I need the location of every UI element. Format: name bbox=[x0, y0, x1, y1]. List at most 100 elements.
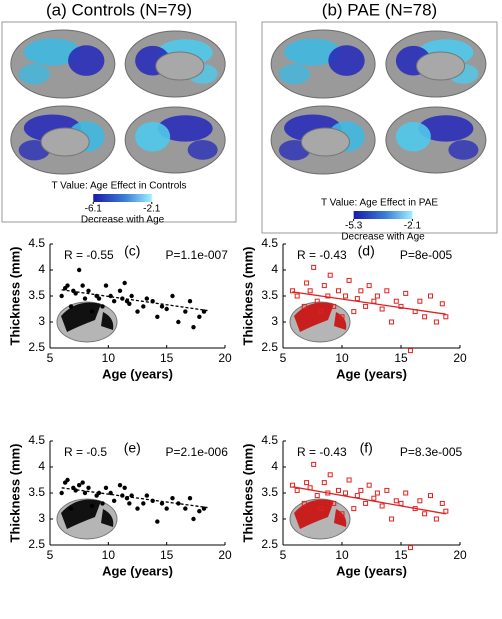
scatter-panel: 2.5 3 3.5 4 4.5 5 10 15 20 Age (years) Thickness (… bbox=[240, 433, 467, 578]
panel-label: (c) bbox=[124, 243, 140, 259]
data-point bbox=[346, 477, 352, 483]
colorbar-tick-label: -2.1 bbox=[143, 204, 161, 215]
y-tick-label: 4.5 bbox=[261, 433, 278, 447]
x-axis-label: Age (years) bbox=[102, 366, 173, 381]
scatter-panel: 2.5 3 3.5 4 4.5 5 10 15 20 Age (years) Thickness (… bbox=[7, 433, 232, 578]
data-point bbox=[59, 490, 64, 496]
data-point bbox=[82, 490, 88, 496]
y-tick-label: 2.5 bbox=[28, 537, 45, 551]
x-tick-label: 15 bbox=[394, 351, 408, 365]
data-point bbox=[389, 319, 395, 325]
inset-region bbox=[294, 499, 334, 529]
brain-panel: (b) PAE (N=78) T Value: Age Effect in PAE… bbox=[261, 0, 498, 243]
r-annotation: R = -0.5 bbox=[64, 445, 107, 459]
data-point bbox=[100, 304, 105, 309]
data-point bbox=[191, 325, 196, 330]
data-point bbox=[318, 309, 324, 315]
data-point bbox=[144, 493, 150, 498]
x-tick-label: 5 bbox=[280, 351, 287, 365]
brain-region bbox=[135, 121, 171, 152]
panel-label: (d) bbox=[358, 243, 375, 259]
data-point bbox=[314, 298, 320, 304]
inset-region bbox=[334, 312, 347, 330]
data-point bbox=[343, 490, 349, 496]
data-point bbox=[393, 298, 399, 304]
y-tick-label: 2.5 bbox=[261, 340, 278, 354]
data-point bbox=[80, 283, 85, 288]
data-point bbox=[68, 506, 74, 511]
brain-region bbox=[278, 63, 311, 85]
x-tick-label: 20 bbox=[218, 351, 232, 365]
panel-label: (e) bbox=[124, 440, 141, 456]
data-point bbox=[141, 304, 146, 309]
data-point bbox=[379, 503, 385, 509]
data-point bbox=[150, 498, 155, 503]
y-tick-label: 3 bbox=[38, 511, 45, 525]
data-point bbox=[325, 293, 331, 299]
data-point bbox=[111, 299, 117, 304]
x-tick-label: 5 bbox=[280, 548, 287, 562]
y-tick-label: 3.5 bbox=[261, 485, 278, 499]
data-point bbox=[403, 290, 409, 296]
y-tick-label: 4 bbox=[38, 262, 45, 276]
brain-region bbox=[68, 45, 105, 76]
data-point bbox=[76, 483, 82, 488]
data-point bbox=[363, 303, 369, 309]
data-point bbox=[417, 298, 423, 304]
data-point bbox=[384, 288, 390, 294]
y-axis-label: Thickness (mm) bbox=[7, 444, 22, 543]
scatter-panel: 2.5 3 3.5 4 4.5 5 10 15 20 Age (years) Thickness (… bbox=[240, 236, 467, 381]
x-tick-label: 10 bbox=[102, 351, 116, 365]
data-point bbox=[86, 288, 91, 293]
colorbar-label: T Value: Age Effect in PAE bbox=[321, 198, 438, 209]
y-tick-label: 3.5 bbox=[28, 288, 45, 302]
p-annotation: P=2.1e-006 bbox=[166, 445, 229, 459]
data-point bbox=[393, 498, 399, 504]
data-point bbox=[301, 303, 307, 309]
colorbar-tick-label: -2.1 bbox=[404, 221, 422, 232]
y-tick-label: 4 bbox=[271, 459, 278, 473]
data-point bbox=[183, 309, 188, 314]
data-point bbox=[398, 303, 404, 309]
data-point bbox=[366, 283, 372, 289]
data-point bbox=[187, 496, 193, 501]
data-point bbox=[327, 272, 333, 278]
y-tick-label: 4.5 bbox=[28, 236, 45, 250]
data-point bbox=[86, 485, 91, 490]
x-tick-label: 10 bbox=[335, 351, 349, 365]
data-point bbox=[170, 293, 175, 299]
panel-title: (a) Controls (N=79) bbox=[46, 0, 192, 19]
data-point bbox=[144, 296, 150, 301]
panel-label: (f) bbox=[360, 440, 373, 456]
y-axis-label: Thickness (mm) bbox=[240, 444, 255, 543]
data-point bbox=[301, 500, 307, 506]
trend-line bbox=[61, 289, 208, 312]
data-point bbox=[358, 288, 364, 294]
data-point bbox=[311, 461, 317, 467]
p-annotation: P=8e-005 bbox=[400, 248, 453, 262]
data-point bbox=[379, 306, 385, 312]
data-point bbox=[327, 472, 333, 478]
data-point bbox=[304, 480, 310, 486]
y-axis-label: Thickness (mm) bbox=[240, 247, 255, 346]
data-point bbox=[354, 296, 360, 302]
inset-region bbox=[101, 312, 114, 330]
data-point bbox=[335, 288, 341, 294]
data-point bbox=[422, 314, 428, 320]
data-point bbox=[141, 501, 146, 506]
data-point bbox=[339, 314, 345, 320]
brain-region bbox=[18, 63, 50, 85]
data-point bbox=[76, 267, 82, 273]
y-tick-label: 4 bbox=[271, 262, 278, 276]
data-point bbox=[117, 483, 123, 488]
data-point bbox=[346, 277, 352, 283]
data-point bbox=[89, 503, 95, 509]
data-point bbox=[294, 293, 300, 299]
data-point bbox=[374, 293, 380, 299]
data-point bbox=[155, 314, 160, 319]
data-point bbox=[197, 314, 202, 319]
brain-region bbox=[23, 38, 82, 66]
y-tick-label: 3.5 bbox=[28, 485, 45, 499]
data-point bbox=[311, 264, 317, 270]
brain-region bbox=[328, 45, 365, 76]
